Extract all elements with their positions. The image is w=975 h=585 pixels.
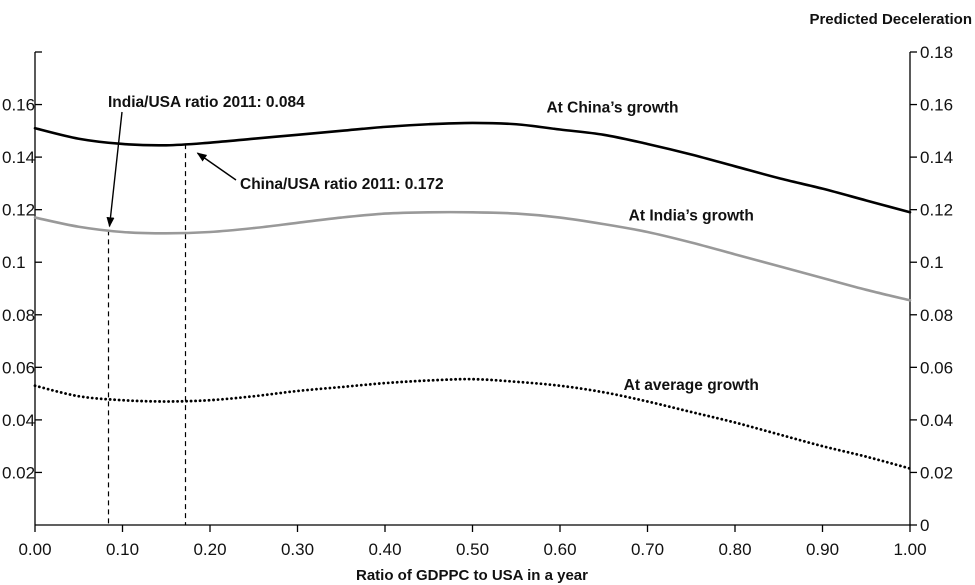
average-growth-line: [33, 377, 912, 470]
x-tick-label: 1.00: [893, 540, 926, 559]
china-growth-label: At China’s growth: [546, 100, 678, 117]
left-y-tick-label: 0.16: [2, 96, 35, 115]
x-tick-label: 0.90: [806, 540, 839, 559]
left-y-tick-label: 0.06: [2, 358, 35, 377]
axis-ticks: 0.00 0.10 0.20 0.30 0.40 0.50 0.60 0.70 0.80 0.90…: [2, 43, 953, 559]
china-annotation-arrow: [196, 152, 237, 181]
x-tick-label: 0.80: [718, 540, 751, 559]
x-tick-label: 0.70: [631, 540, 664, 559]
chart-labels: Predicted Deceleration Ratio of GDPPC to…: [106, 11, 972, 584]
left-y-tick-label: 0.12: [2, 201, 35, 220]
x-tick-label: 0.60: [543, 540, 576, 559]
india-growth-label: At India’s growth: [629, 208, 754, 225]
average-growth-label: At average growth: [624, 377, 759, 394]
right-y-tick-label: 0.06: [920, 358, 953, 377]
x-tick-label: 0.00: [18, 540, 51, 559]
right-y-tick-label: 0.1: [920, 253, 944, 272]
left-y-tick-label: 0.1: [2, 253, 26, 272]
china-growth-line: [33, 121, 912, 214]
series-lines: [33, 121, 912, 470]
x-tick-label: 0.50: [456, 540, 489, 559]
x-tick-label: 0.10: [106, 540, 139, 559]
right-y-tick-label: 0.18: [920, 43, 953, 62]
x-tick-label: 0.30: [281, 540, 314, 559]
india-ratio-annotation: India/USA ratio 2011: 0.084: [108, 94, 305, 111]
left-y-tick-label: 0.04: [2, 411, 35, 430]
left-y-tick-label: 0.08: [2, 306, 35, 325]
right-y-tick-label: 0: [920, 516, 929, 535]
x-axis-title: Ratio of GDPPC to USA in a year: [356, 567, 588, 584]
reference-lines: [107, 144, 187, 525]
right-y-tick-label: 0.14: [920, 148, 953, 167]
left-y-tick-label: 0.14: [2, 148, 35, 167]
right-y-tick-label: 0.04: [920, 411, 953, 430]
india-annotation-arrow: [106, 111, 123, 228]
y-axis-title: Predicted Deceleration: [809, 11, 972, 28]
india-growth-line: [33, 210, 912, 302]
x-tick-label: 0.40: [368, 540, 401, 559]
china-ratio-annotation: China/USA ratio 2011: 0.172: [240, 176, 444, 193]
x-tick-label: 0.20: [193, 540, 226, 559]
right-y-tick-label: 0.12: [920, 201, 953, 220]
left-y-tick-label: 0.02: [2, 463, 35, 482]
right-y-tick-label: 0.16: [920, 96, 953, 115]
right-y-tick-label: 0.02: [920, 463, 953, 482]
right-y-tick-label: 0.08: [920, 306, 953, 325]
